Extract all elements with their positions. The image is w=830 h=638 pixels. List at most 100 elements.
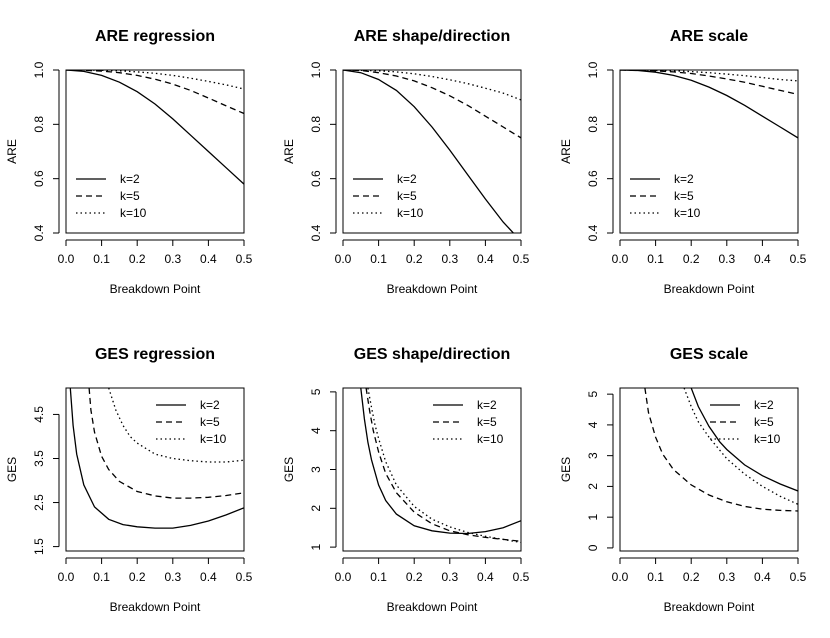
legend-label: k=10 bbox=[754, 432, 781, 446]
y-tick-label: 0 bbox=[586, 544, 600, 551]
y-tick-label: 1 bbox=[309, 543, 323, 550]
series-line-k-10 bbox=[620, 70, 798, 82]
chart-panel-3: ARE scale 0.0 0.1 0.2 0.3 0.4 0.5 Breakdown Poi… bbox=[559, 28, 807, 296]
series-line-k-10 bbox=[108, 388, 244, 463]
x-tick-label: 0.2 bbox=[683, 570, 700, 584]
y-tick-label: 5 bbox=[586, 390, 600, 397]
x-tick-label: 0.5 bbox=[236, 570, 253, 584]
series-line-k-10 bbox=[683, 388, 798, 505]
y-tick-label: 2 bbox=[586, 483, 600, 490]
x-tick-label: 0.0 bbox=[335, 252, 352, 266]
x-axis-label: Breakdown Point bbox=[387, 282, 478, 296]
series-line-k-2 bbox=[343, 70, 515, 233]
chart-panel-6: GES scale 0.0 0.1 0.2 0.3 0.4 0.5 Breakdown Poi… bbox=[559, 346, 807, 614]
series-line-k-2 bbox=[690, 388, 798, 492]
legend-label: k=5 bbox=[674, 189, 694, 203]
chart-panel-1: ARE regression 0.0 0.1 0.2 0.3 0.4 0.5 Breakdow… bbox=[5, 28, 253, 296]
x-tick-label: 0.2 bbox=[129, 252, 146, 266]
chart-title: GES shape/direction bbox=[354, 346, 510, 363]
x-tick-label: 0.1 bbox=[647, 570, 664, 584]
y-tick-label: 4 bbox=[309, 427, 323, 434]
series-line-k-2 bbox=[360, 388, 521, 535]
y-tick-label: 1 bbox=[586, 514, 600, 521]
y-axis-label: ARE bbox=[282, 139, 296, 164]
y-tick-label: 5 bbox=[309, 388, 323, 395]
plot-frame bbox=[342, 69, 522, 234]
y-axis-label: ARE bbox=[559, 139, 573, 164]
plot-frame bbox=[342, 387, 522, 552]
plot-frame bbox=[619, 69, 799, 234]
x-tick-label: 0.0 bbox=[58, 570, 75, 584]
series-line-k-5 bbox=[343, 70, 521, 139]
legend-label: k=2 bbox=[477, 398, 497, 412]
series-line-k-2 bbox=[69, 388, 244, 529]
x-tick-label: 0.4 bbox=[477, 570, 494, 584]
y-axis-label: GES bbox=[559, 457, 573, 482]
x-tick-label: 0.4 bbox=[477, 252, 494, 266]
x-tick-label: 0.5 bbox=[790, 252, 807, 266]
legend-label: k=5 bbox=[477, 415, 497, 429]
legend-label: k=10 bbox=[397, 206, 424, 220]
legend: k=2 k=5 k=10 bbox=[156, 398, 227, 446]
x-axis-label: Breakdown Point bbox=[664, 600, 755, 614]
series-line-k-5 bbox=[88, 388, 244, 499]
x-tick-label: 0.1 bbox=[647, 252, 664, 266]
y-tick-label: 0.6 bbox=[586, 170, 600, 187]
legend-label: k=5 bbox=[120, 189, 140, 203]
x-tick-label: 0.3 bbox=[718, 252, 735, 266]
x-axis-label: Breakdown Point bbox=[664, 282, 755, 296]
series-line-k-5 bbox=[365, 388, 521, 542]
chart-title: GES regression bbox=[95, 346, 215, 363]
y-tick-label: 3.5 bbox=[32, 450, 46, 467]
legend: k=2 k=5 k=10 bbox=[433, 398, 504, 446]
y-tick-label: 1.0 bbox=[586, 61, 600, 78]
x-tick-label: 0.5 bbox=[513, 252, 530, 266]
legend-label: k=2 bbox=[200, 398, 220, 412]
x-tick-label: 0.4 bbox=[200, 570, 217, 584]
series-line-k-10 bbox=[343, 70, 521, 101]
y-tick-label: 0.4 bbox=[586, 224, 600, 241]
legend: k=2 k=5 k=10 bbox=[630, 172, 701, 220]
x-tick-label: 0.2 bbox=[683, 252, 700, 266]
x-tick-label: 0.4 bbox=[200, 252, 217, 266]
y-tick-label: 1.0 bbox=[309, 61, 323, 78]
series-line-k-10 bbox=[66, 70, 244, 90]
chart-title: ARE shape/direction bbox=[354, 28, 510, 45]
x-axis-label: Breakdown Point bbox=[387, 600, 478, 614]
y-axis-label: ARE bbox=[5, 139, 19, 164]
y-axis-label: GES bbox=[282, 457, 296, 482]
y-tick-label: 1.5 bbox=[32, 538, 46, 555]
x-tick-label: 0.1 bbox=[370, 252, 387, 266]
x-tick-label: 0.0 bbox=[612, 570, 629, 584]
legend-label: k=10 bbox=[674, 206, 701, 220]
y-tick-label: 4.5 bbox=[32, 406, 46, 423]
series-line-k-2 bbox=[620, 70, 798, 139]
x-tick-label: 0.0 bbox=[58, 252, 75, 266]
y-tick-label: 4 bbox=[586, 421, 600, 428]
x-tick-label: 0.3 bbox=[718, 570, 735, 584]
x-tick-label: 0.5 bbox=[513, 570, 530, 584]
legend: k=2 k=5 k=10 bbox=[710, 398, 781, 446]
x-tick-label: 0.0 bbox=[612, 252, 629, 266]
plot-frame bbox=[65, 69, 245, 234]
legend-label: k=5 bbox=[200, 415, 220, 429]
chart-title: ARE regression bbox=[95, 28, 215, 45]
series-line-k-10 bbox=[367, 388, 521, 544]
x-axis-label: Breakdown Point bbox=[110, 600, 201, 614]
x-tick-label: 0.3 bbox=[164, 570, 181, 584]
legend-label: k=10 bbox=[477, 432, 504, 446]
legend-label: k=2 bbox=[120, 172, 140, 186]
y-tick-label: 0.8 bbox=[586, 116, 600, 133]
x-tick-label: 0.2 bbox=[406, 570, 423, 584]
y-tick-label: 0.6 bbox=[309, 170, 323, 187]
legend-label: k=2 bbox=[754, 398, 774, 412]
y-tick-label: 0.4 bbox=[309, 224, 323, 241]
y-tick-label: 1.0 bbox=[32, 61, 46, 78]
y-tick-label: 2.5 bbox=[32, 494, 46, 511]
series-line-k-2 bbox=[66, 70, 244, 185]
plot-frame bbox=[619, 387, 799, 552]
legend-label: k=10 bbox=[120, 206, 147, 220]
y-tick-label: 3 bbox=[586, 452, 600, 459]
plot-frame bbox=[65, 387, 245, 552]
